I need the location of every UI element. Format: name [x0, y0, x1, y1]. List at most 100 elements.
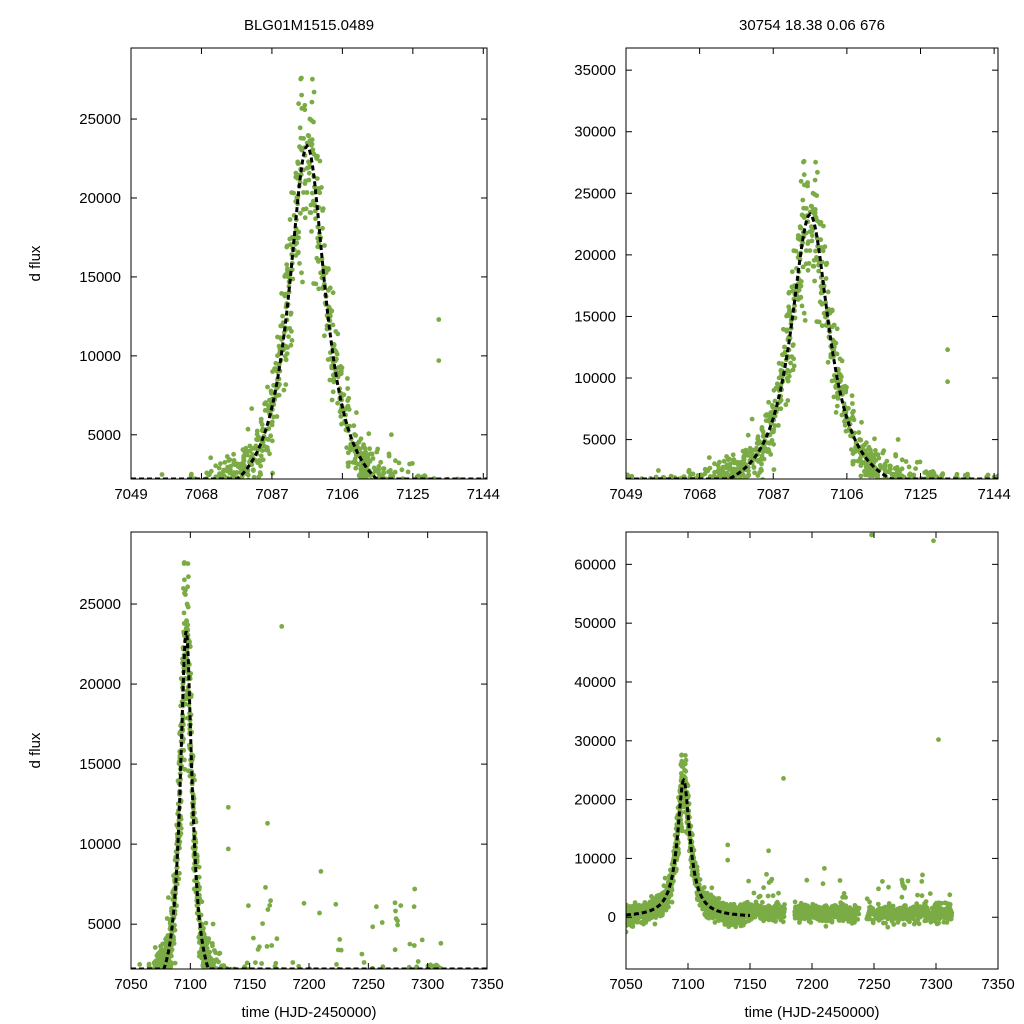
data-point: [626, 472, 630, 478]
data-point: [717, 459, 722, 465]
data-point: [300, 279, 305, 285]
data-point: [884, 458, 890, 464]
data-point: [172, 857, 178, 863]
data-point: [786, 373, 792, 379]
data-point: [241, 970, 246, 975]
data-point: [284, 351, 290, 356]
data-point: [378, 459, 384, 465]
data-point: [659, 891, 665, 896]
data-point: [683, 753, 688, 758]
data-point: [141, 969, 146, 974]
data-point: [945, 478, 948, 479]
data-point: [311, 151, 317, 157]
data-point: [801, 159, 806, 165]
data-point: [801, 310, 807, 316]
data-point: [823, 300, 828, 305]
data-point: [766, 399, 771, 405]
data-point: [444, 483, 449, 488]
data-point: [187, 711, 193, 716]
data-point: [672, 480, 677, 485]
data-point: [663, 483, 668, 488]
data-point: [241, 458, 247, 464]
data-point: [842, 383, 848, 389]
data-point: [275, 353, 280, 359]
data-point: [446, 482, 451, 487]
data-point: [267, 903, 273, 908]
data-point: [970, 482, 975, 487]
data-point: [908, 481, 913, 486]
data-point: [149, 974, 154, 979]
data-point: [888, 463, 893, 469]
data-point: [436, 317, 442, 322]
data-point: [829, 378, 835, 384]
data-point: [388, 472, 394, 478]
data-point: [899, 457, 905, 463]
data-point: [265, 907, 271, 912]
data-point: [196, 887, 202, 892]
data-point: [994, 480, 999, 485]
data-point: [626, 480, 631, 485]
data-point: [258, 463, 263, 469]
data-point: [150, 975, 155, 980]
data-point: [765, 418, 771, 423]
data-point: [811, 257, 817, 263]
data-point: [785, 378, 791, 384]
data-point: [284, 262, 290, 267]
data-point: [265, 820, 270, 826]
data-point: [870, 455, 876, 461]
data-point: [331, 342, 337, 348]
data-point: [216, 465, 222, 471]
data-point: [731, 471, 737, 476]
data-point: [283, 343, 288, 349]
data-point: [257, 470, 263, 476]
data-point: [411, 943, 417, 948]
data-point: [211, 974, 216, 979]
data-point: [667, 482, 672, 487]
data-point: [870, 481, 875, 486]
data-point: [357, 446, 363, 452]
data-point: [330, 322, 336, 328]
data-point: [880, 450, 886, 456]
data-point: [730, 480, 735, 485]
data-point: [231, 484, 236, 489]
data-point: [370, 924, 376, 930]
data-point: [166, 895, 171, 900]
data-point: [899, 466, 905, 472]
data-point: [971, 483, 976, 488]
data-point: [181, 586, 186, 591]
data-point: [309, 229, 314, 234]
data-point: [224, 468, 230, 474]
data-point: [741, 457, 747, 463]
data-point: [162, 483, 167, 488]
chart-top-right: 7049 7068 7087 7106 7125 71445000100001500020…: [574, 17, 1011, 503]
x-tick-label: 7106: [326, 486, 359, 503]
data-point: [165, 481, 170, 486]
data-point: [224, 972, 229, 977]
data-point: [152, 945, 158, 950]
data-point: [208, 455, 214, 461]
x-tick-label: 7144: [977, 486, 1010, 503]
data-point: [283, 357, 289, 363]
data-point: [801, 172, 807, 178]
data-point: [950, 479, 955, 484]
data-point: [364, 473, 369, 478]
data-point: [168, 953, 174, 959]
data-point: [656, 481, 661, 486]
chart-top-left: 7049 7068 7087 7106 7125 71445000100001500020…: [27, 17, 500, 503]
data-point: [334, 351, 340, 357]
data-point: [268, 898, 273, 904]
data-point: [875, 480, 880, 485]
data-point: [360, 474, 366, 479]
data-point: [216, 970, 221, 975]
data-point: [331, 379, 337, 385]
data-point: [306, 133, 312, 139]
data-point: [373, 467, 379, 473]
data-point: [790, 367, 796, 373]
data-point: [399, 467, 405, 473]
data-point: [193, 855, 198, 860]
data-point: [288, 342, 294, 348]
data-point: [802, 318, 808, 323]
data-point: [306, 170, 312, 176]
data-point: [221, 975, 226, 980]
data-point: [729, 906, 735, 912]
